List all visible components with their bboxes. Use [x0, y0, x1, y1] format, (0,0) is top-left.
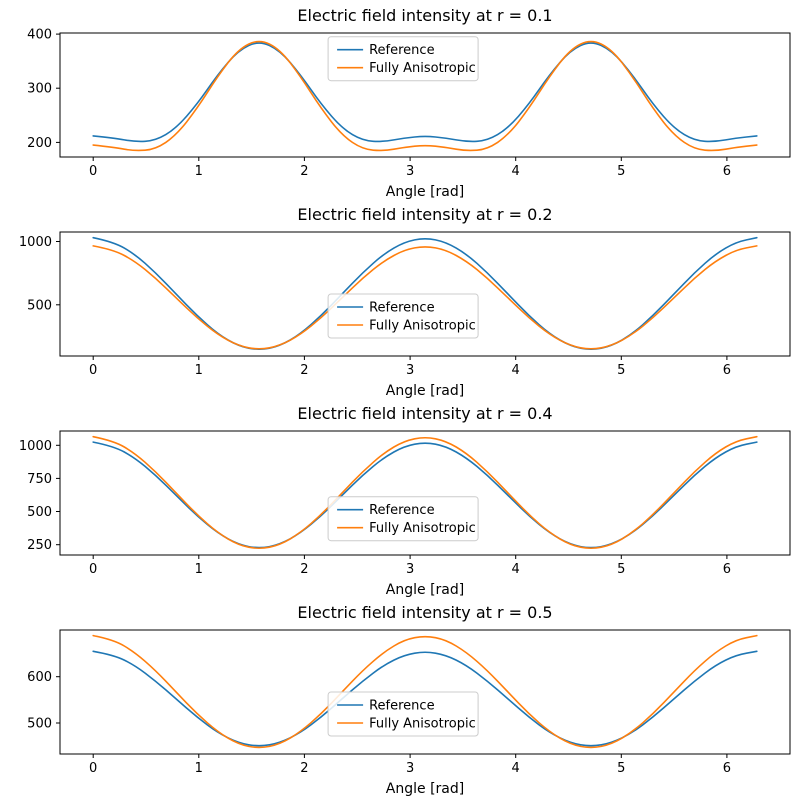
svg-text:4: 4 [512, 761, 520, 776]
svg-text:6: 6 [723, 363, 731, 378]
chart-canvas: 0 1 2 3 4 5 6 500 1000 Reference Fully Anisotropic [19, 231, 791, 378]
legend: Reference Fully Anisotropic [327, 293, 479, 339]
legend-label: Reference [369, 699, 434, 714]
axes-spines [59, 430, 791, 556]
series-line-reference [92, 236, 758, 351]
svg-text:500: 500 [27, 717, 52, 732]
chart-title: Electric field intensity at r = 0.5 [297, 603, 553, 622]
series-line-reference [92, 42, 758, 143]
svg-text:0: 0 [89, 363, 97, 378]
svg-text:3: 3 [406, 164, 414, 179]
legend-label: Fully Anisotropic [369, 61, 476, 76]
svg-text:5: 5 [617, 164, 625, 179]
svg-text:6: 6 [723, 164, 731, 179]
subplot-r-0-4: Electric field intensity at r = 0.4 0 1 2 3… [0, 403, 811, 599]
svg-text:2: 2 [300, 164, 308, 179]
svg-text:300: 300 [27, 82, 52, 97]
svg-text:1: 1 [195, 761, 203, 776]
svg-text:3: 3 [406, 363, 414, 378]
svg-text:250: 250 [27, 538, 52, 553]
svg-text:5: 5 [617, 562, 625, 577]
legend-label: Reference [369, 301, 434, 316]
x-axis-label: Angle [rad] [385, 184, 465, 200]
x-axis-label: Angle [rad] [385, 582, 465, 598]
legend-label: Fully Anisotropic [369, 521, 476, 536]
legend: Reference Fully Anisotropic [327, 36, 479, 82]
legend-label: Reference [369, 503, 434, 518]
chart-canvas: 0 1 2 3 4 5 6 500 600 Reference Fully Anisotropic [27, 629, 791, 776]
svg-text:200: 200 [27, 136, 52, 151]
chart-canvas: 0 1 2 3 4 5 6 200 300 400 Reference Fully Anisotrop… [27, 28, 791, 179]
axes-spines [59, 231, 791, 357]
subplot-r-0-1: Electric field intensity at r = 0.1 0 1 2 3… [0, 5, 811, 201]
svg-text:4: 4 [512, 363, 520, 378]
svg-text:0: 0 [89, 562, 97, 577]
svg-text:1: 1 [195, 164, 203, 179]
series-line-fully-anisotropic [92, 435, 758, 550]
svg-text:2: 2 [300, 761, 308, 776]
y-axis-ticks: 200 300 400 [27, 28, 60, 151]
legend: Reference Fully Anisotropic [327, 691, 479, 737]
svg-text:1000: 1000 [19, 235, 52, 250]
svg-text:0: 0 [89, 164, 97, 179]
chart-canvas: 0 1 2 3 4 5 6 250 500 750 1000 Reference Fully Aniso… [19, 430, 791, 577]
legend-label: Fully Anisotropic [369, 319, 476, 334]
subplot-r-0-5: Electric field intensity at r = 0.5 0 1 2 3… [0, 602, 811, 798]
svg-text:1: 1 [195, 363, 203, 378]
svg-text:6: 6 [723, 761, 731, 776]
svg-text:5: 5 [617, 761, 625, 776]
x-axis-ticks: 0 1 2 3 4 5 6 [89, 754, 731, 776]
chart-title: Electric field intensity at r = 0.1 [297, 6, 553, 25]
x-axis-ticks: 0 1 2 3 4 5 6 [89, 157, 731, 179]
y-axis-ticks: 250 500 750 1000 [19, 439, 60, 553]
series-line-fully-anisotropic [92, 40, 758, 152]
svg-text:500: 500 [27, 298, 52, 313]
svg-text:2: 2 [300, 562, 308, 577]
svg-text:4: 4 [512, 164, 520, 179]
svg-text:5: 5 [617, 363, 625, 378]
svg-text:3: 3 [406, 761, 414, 776]
svg-text:500: 500 [27, 505, 52, 520]
series-line-fully-anisotropic [92, 245, 758, 350]
svg-text:4: 4 [512, 562, 520, 577]
series-line-reference [92, 650, 758, 747]
x-axis-ticks: 0 1 2 3 4 5 6 [89, 356, 731, 378]
x-axis-ticks: 0 1 2 3 4 5 6 [89, 555, 731, 577]
chart-title: Electric field intensity at r = 0.2 [297, 205, 553, 224]
axes-spines [59, 32, 791, 158]
series-line-fully-anisotropic [92, 634, 758, 749]
svg-text:600: 600 [27, 670, 52, 685]
svg-text:0: 0 [89, 761, 97, 776]
svg-text:6: 6 [723, 562, 731, 577]
subplot-r-0-2: Electric field intensity at r = 0.2 0 1 2 3… [0, 204, 811, 400]
legend-label: Reference [369, 43, 434, 58]
x-axis-label: Angle [rad] [385, 781, 465, 797]
svg-text:1: 1 [195, 562, 203, 577]
svg-text:400: 400 [27, 28, 52, 43]
svg-text:750: 750 [27, 472, 52, 487]
y-axis-ticks: 500 600 [27, 670, 60, 732]
chart-title: Electric field intensity at r = 0.4 [297, 404, 553, 423]
svg-text:2: 2 [300, 363, 308, 378]
legend-label: Fully Anisotropic [369, 717, 476, 732]
y-axis-ticks: 500 1000 [19, 235, 60, 313]
x-axis-label: Angle [rad] [385, 383, 465, 399]
svg-text:1000: 1000 [19, 439, 52, 454]
axes-spines [59, 629, 791, 755]
svg-text:3: 3 [406, 562, 414, 577]
legend: Reference Fully Anisotropic [327, 496, 479, 542]
